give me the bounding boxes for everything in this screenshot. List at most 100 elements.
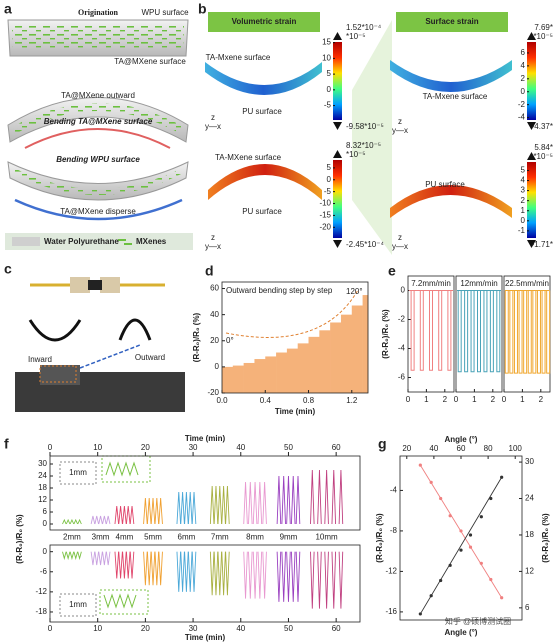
pulse [457, 290, 462, 373]
spike [129, 505, 135, 525]
label: TA@MXene outward [61, 91, 135, 100]
spike [248, 481, 253, 525]
series-label: 5mm [144, 533, 162, 542]
x-tick-label: 0 [48, 624, 53, 633]
spike [338, 551, 344, 609]
spike [252, 481, 258, 525]
y2-tick-label: 24 [525, 494, 534, 503]
spike [143, 497, 148, 525]
spike [122, 505, 127, 525]
tick-label: -15 [319, 211, 331, 220]
spike [243, 481, 248, 525]
legend-label: 22.5mm/min [505, 279, 549, 288]
tick-label: -1 [518, 226, 526, 235]
y-tick-label: 30 [38, 459, 47, 468]
tick-label: 4 [521, 61, 526, 70]
x-tick-label: 0 [406, 395, 411, 404]
colorbar [333, 42, 342, 120]
point [439, 496, 443, 501]
spike [90, 551, 96, 566]
spike [90, 515, 96, 525]
spike [114, 551, 120, 579]
x-tick-label: 1 [520, 395, 525, 404]
pulse [429, 290, 433, 371]
y-tick-label: -20 [207, 388, 219, 397]
colorbar-arrow [527, 32, 536, 40]
spike [65, 518, 71, 525]
step [308, 336, 320, 393]
spike [102, 515, 107, 525]
tick-label: 6 [521, 48, 526, 57]
step [330, 322, 342, 393]
y-tick-label: -4 [398, 344, 406, 353]
x-axis-label: Time (min) [185, 633, 226, 642]
pulse [504, 290, 509, 374]
series-label: 8mm [246, 533, 264, 542]
watermark: 知乎 @硕博测试圈 [445, 616, 511, 626]
spike [295, 551, 301, 602]
pulse [536, 290, 541, 374]
spike [317, 469, 322, 525]
y-tick-label: -16 [385, 607, 397, 616]
spike [243, 551, 248, 599]
spike [98, 551, 103, 566]
y-tick-label: 6 [43, 507, 48, 516]
spike [281, 475, 286, 525]
pulse [489, 290, 494, 373]
spike [150, 551, 156, 586]
inset-label: 1mm [69, 600, 87, 609]
spike [114, 505, 120, 525]
x-tick-label: 1.2 [346, 396, 358, 405]
header: Surface strain [425, 17, 478, 26]
spike [158, 497, 163, 525]
panel-label: f [4, 436, 9, 452]
axis-glyph: z [398, 117, 402, 126]
pulse [447, 290, 452, 371]
axis-glyph: y—x [205, 242, 221, 251]
y-tick-label: 12 [38, 495, 47, 504]
axis-glyph: y—x [392, 126, 408, 135]
label: Bending TA@MXene surface [44, 117, 153, 126]
point [459, 529, 463, 533]
tick-label: 5 [521, 166, 526, 175]
colorbar-arrow [527, 240, 536, 248]
spike [331, 551, 337, 609]
step [351, 305, 363, 393]
y-tick-label: -4 [390, 486, 398, 495]
tick-label: 15 [322, 38, 331, 47]
panel-label: a [4, 1, 12, 17]
colorbar-max: 5.84* [534, 143, 553, 152]
y-tick-label: -12 [35, 587, 47, 596]
spike [248, 551, 253, 599]
plot-frame [455, 275, 503, 393]
spike [150, 497, 156, 525]
spike [324, 551, 329, 609]
x-axis-label: Time (min) [185, 434, 226, 443]
step [319, 330, 331, 393]
pulse [546, 290, 551, 374]
point [418, 463, 422, 467]
tick-label: -10 [319, 199, 331, 208]
step [276, 352, 288, 393]
axis-glyph: z [211, 233, 215, 242]
x-tick-label: 60 [332, 624, 341, 633]
point [448, 514, 452, 518]
point [429, 480, 433, 484]
spike [257, 481, 263, 525]
spike [176, 491, 182, 525]
plot-frame [399, 455, 523, 621]
x-tick-label: 1 [472, 395, 477, 404]
tick-label: 2 [521, 196, 526, 205]
series-label: 3mm [92, 533, 110, 542]
spike [94, 515, 99, 525]
pulse [513, 290, 518, 374]
x-tick-label: 40 [429, 444, 438, 453]
spike [213, 551, 219, 596]
colorbar-max: 8.32*10⁻⁵ [346, 141, 381, 150]
spike [295, 475, 301, 525]
tick-label: 4 [521, 176, 526, 185]
spike [158, 551, 163, 586]
model-label: TA-Mxene surface [423, 92, 488, 101]
point [448, 563, 452, 567]
tick-label: -5 [324, 101, 332, 110]
